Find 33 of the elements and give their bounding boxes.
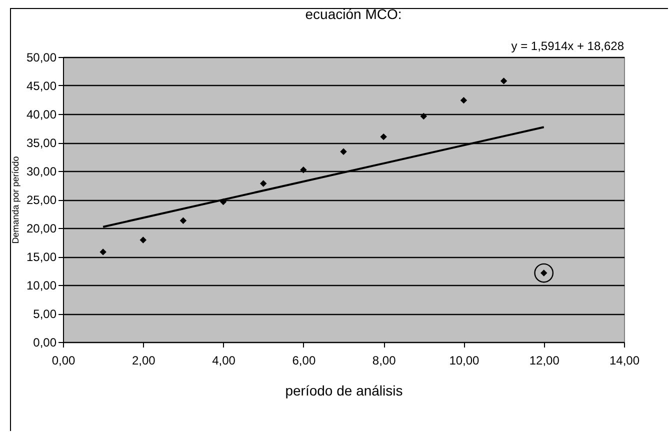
y-axis-title: Demanda por período [10,156,20,244]
x-tick-label: 6,00 [292,354,316,368]
x-tick-label: 4,00 [212,354,236,368]
y-tick-label: 20,00 [26,222,57,236]
x-tick-label: 8,00 [372,354,396,368]
y-tick-label: 35,00 [26,136,57,150]
point [460,96,468,104]
x-tick-label: 0,00 [52,354,76,368]
y-tick-label: 45,00 [26,79,57,93]
x-axis-title: período de análisis [285,382,403,398]
y-tick-label: 15,00 [26,250,57,264]
x-tick-label: 2,00 [132,354,156,368]
y-tick-label: 0,00 [33,336,57,350]
point [500,78,508,84]
chart-title: ecuación MCO: [305,6,402,22]
text: y = 1,5914x + 18,628 [511,39,624,53]
point [260,180,267,187]
x-tick-label: 12,00 [529,354,560,368]
y-tick-label: 30,00 [26,164,57,178]
point [100,248,106,256]
x-tick-label: 14,00 [609,354,640,368]
y-tick-label: 50,00 [26,50,57,64]
point [340,148,347,155]
point [420,112,427,120]
x-tick-label: 10,00 [449,354,480,368]
y-tick-label: 10,00 [26,278,57,292]
point [380,133,387,140]
y-tick-label: 40,00 [26,108,57,122]
y-tick-label: 5,00 [33,307,57,321]
point [300,166,307,174]
point [140,236,146,244]
point [180,217,187,224]
y-tick-label: 25,00 [26,193,57,207]
